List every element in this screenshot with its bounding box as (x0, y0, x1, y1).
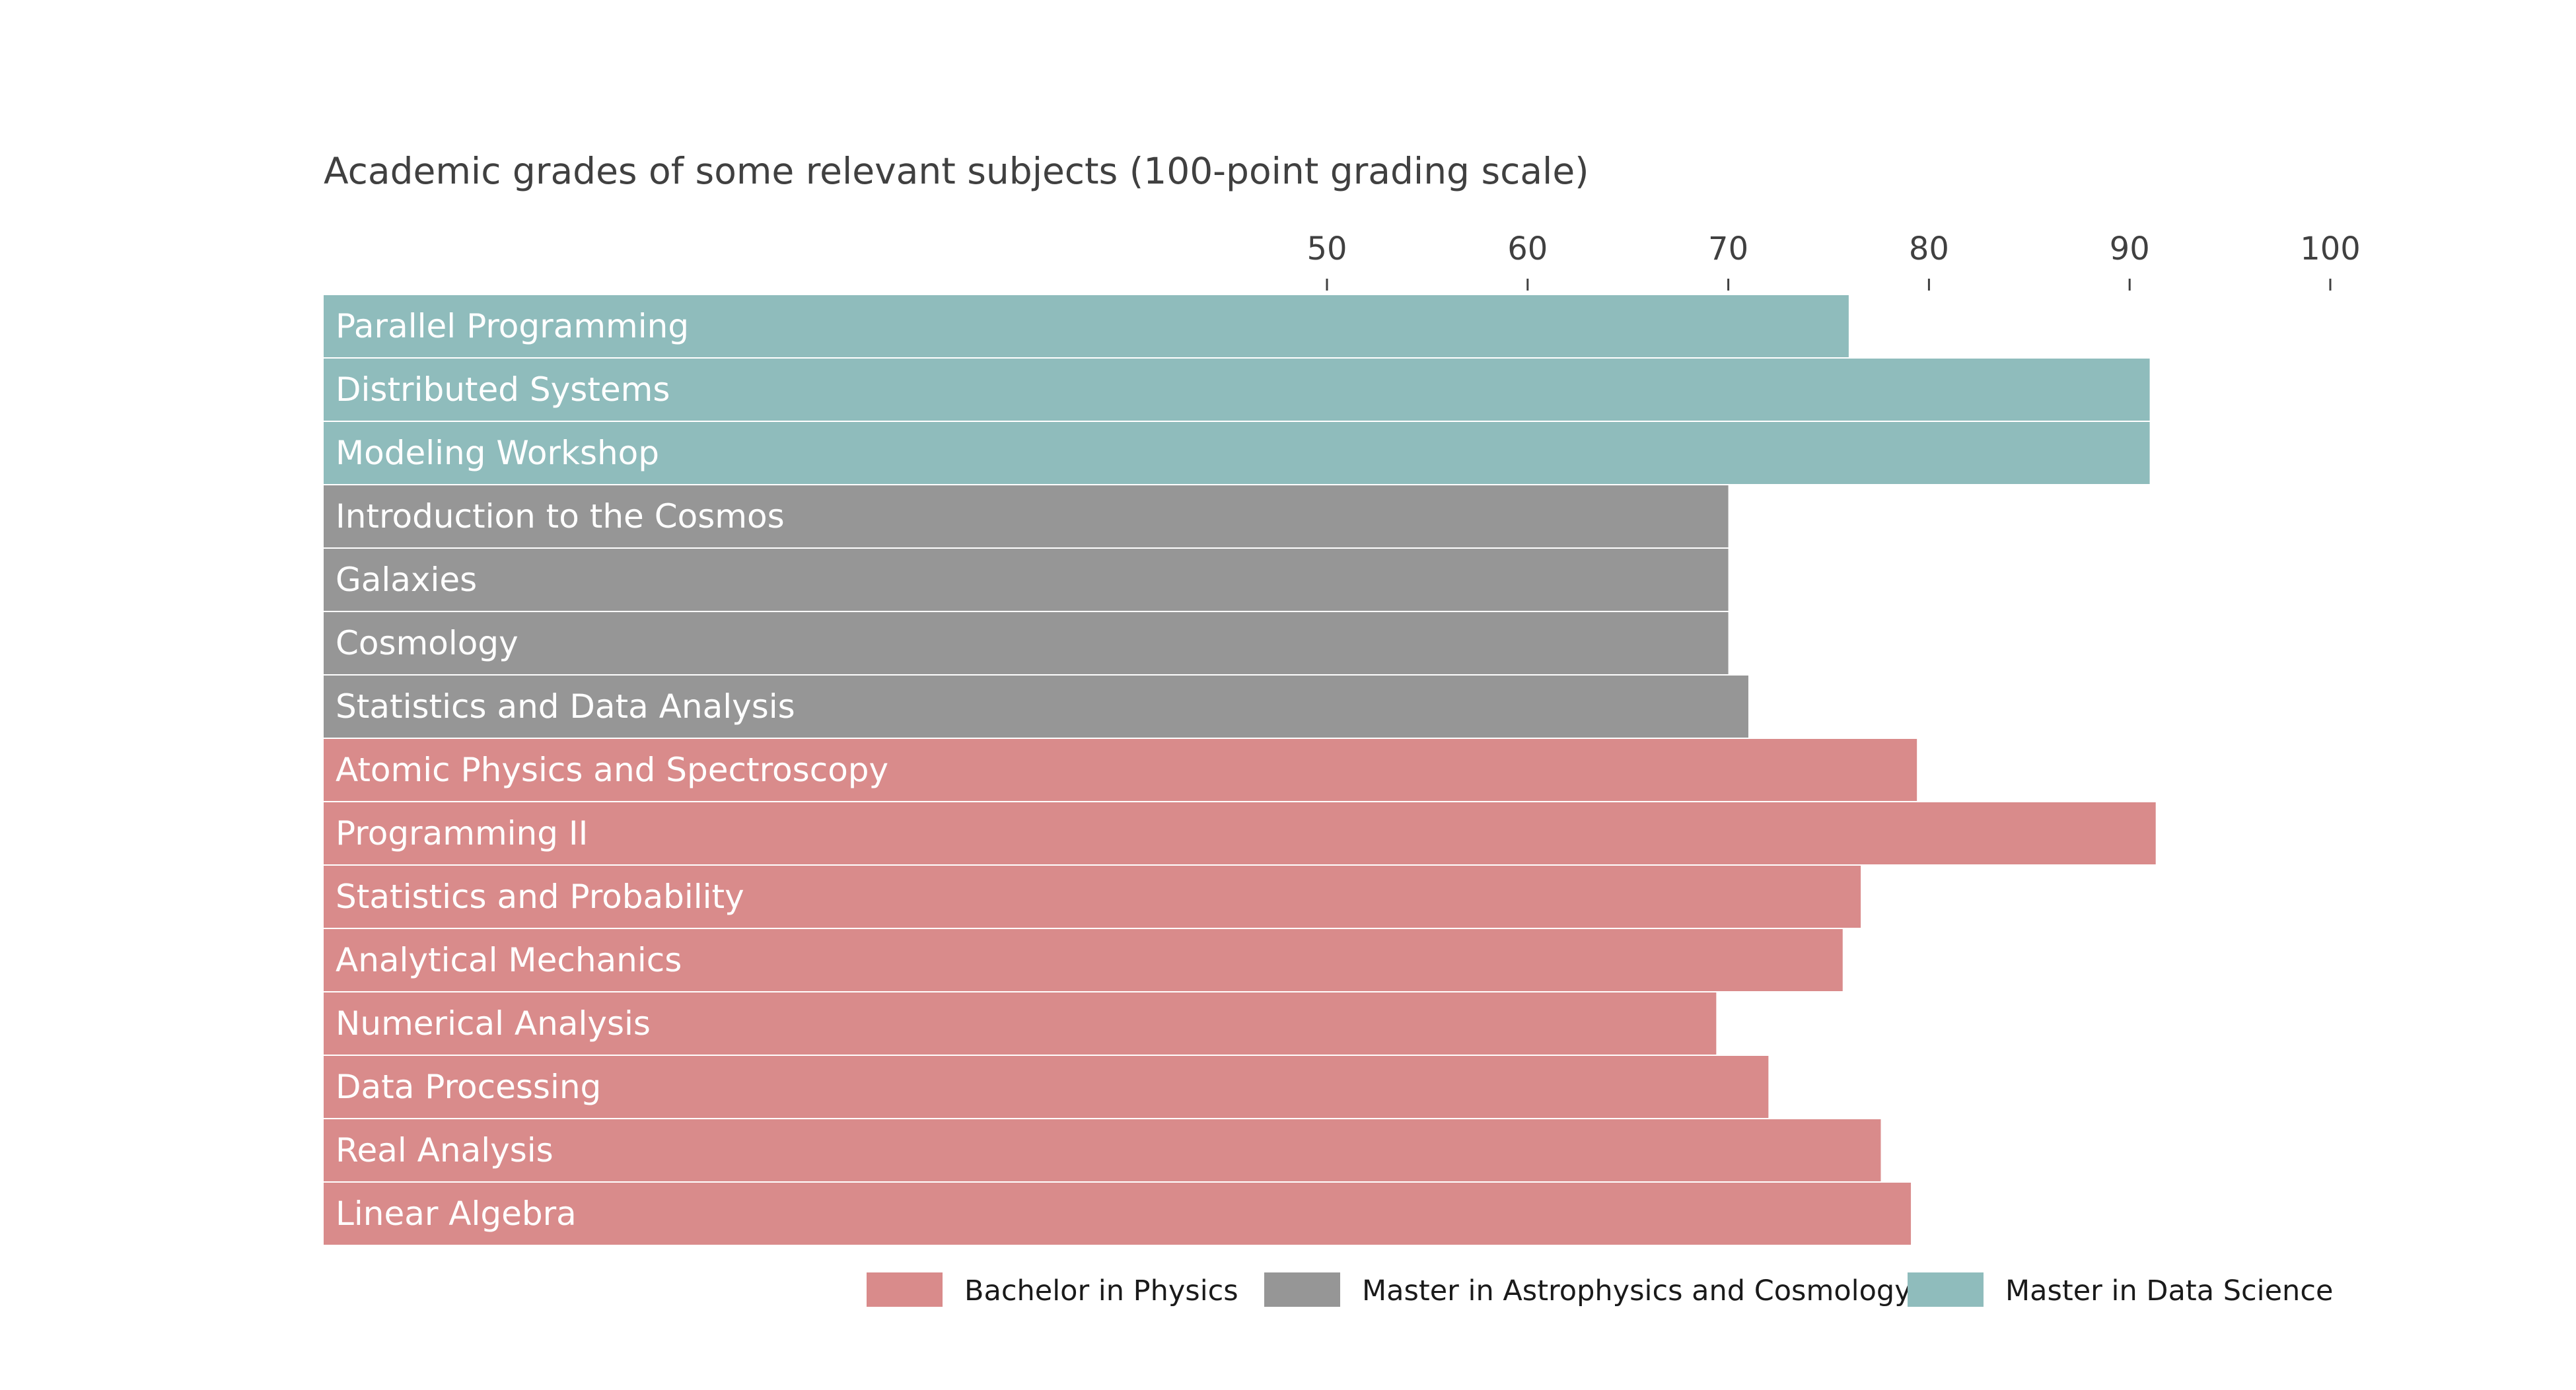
chart-title: Academic grades of some relevant subject… (324, 150, 1589, 192)
bar-label: Data Processing (336, 1068, 601, 1106)
x-tick-label: 90 (2110, 230, 2150, 267)
bar-label: Distributed Systems (336, 370, 670, 409)
bar-label: Modeling Workshop (336, 434, 659, 472)
bar-data-processing (324, 1056, 1769, 1118)
x-tick-label: 60 (1507, 230, 1548, 267)
bar-programming-ii (324, 802, 2156, 864)
bar-label: Atomic Physics and Spectroscopy (336, 751, 888, 789)
x-tick-label: 100 (2300, 230, 2361, 267)
bar-label: Linear Algebra (336, 1195, 577, 1233)
bar-galaxies (324, 549, 1729, 611)
bar-label: Introduction to the Cosmos (336, 497, 785, 536)
bar-label: Numerical Analysis (336, 1004, 651, 1043)
bar-real-analysis (324, 1119, 1881, 1181)
bar-atomic-physics-and-spectroscopy (324, 739, 1917, 801)
bar-label: Programming II (336, 814, 588, 852)
bar-numerical-analysis (324, 992, 1717, 1055)
bar-label: Real Analysis (336, 1131, 554, 1169)
bar-introduction-to-the-cosmos (324, 485, 1729, 547)
x-tick-label: 80 (1909, 230, 1949, 267)
bar-label: Statistics and Probability (336, 878, 744, 916)
legend-swatch-master-in-astrophysics-and-cosmology (1264, 1272, 1340, 1307)
bar-label: Statistics and Data Analysis (336, 687, 795, 726)
bar-statistics-and-probability (324, 866, 1861, 928)
bar-label: Cosmology (336, 624, 519, 662)
legend-swatch-bachelor-in-physics (867, 1272, 943, 1307)
bar-label: Galaxies (336, 561, 477, 599)
bar-label: Analytical Mechanics (336, 941, 682, 979)
bar-label: Parallel Programming (336, 307, 689, 345)
x-axis: 50 60 70 80 90 100 (1306, 230, 2361, 291)
legend-label: Master in Data Science (2005, 1274, 2333, 1307)
bar-distributed-systems (324, 359, 2150, 421)
bar-modeling-workshop (324, 422, 2150, 484)
bar-cosmology (324, 612, 1729, 674)
bars: Parallel Programming Distributed Systems M… (324, 295, 2156, 1245)
x-tick-label: 50 (1306, 230, 1347, 267)
x-tick-label: 70 (1708, 230, 1748, 267)
legend: Bachelor in Physics Master in Astrophysic… (867, 1272, 2333, 1307)
legend-label: Master in Astrophysics and Cosmology (1362, 1274, 1912, 1307)
bar-statistics-and-data-analysis (324, 676, 1748, 738)
legend-swatch-master-in-data-science (1908, 1272, 1984, 1307)
legend-label: Bachelor in Physics (964, 1274, 1238, 1307)
bar-linear-algebra (324, 1183, 1912, 1245)
bar-analytical-mechanics (324, 929, 1843, 991)
bar-parallel-programming (324, 295, 1849, 357)
